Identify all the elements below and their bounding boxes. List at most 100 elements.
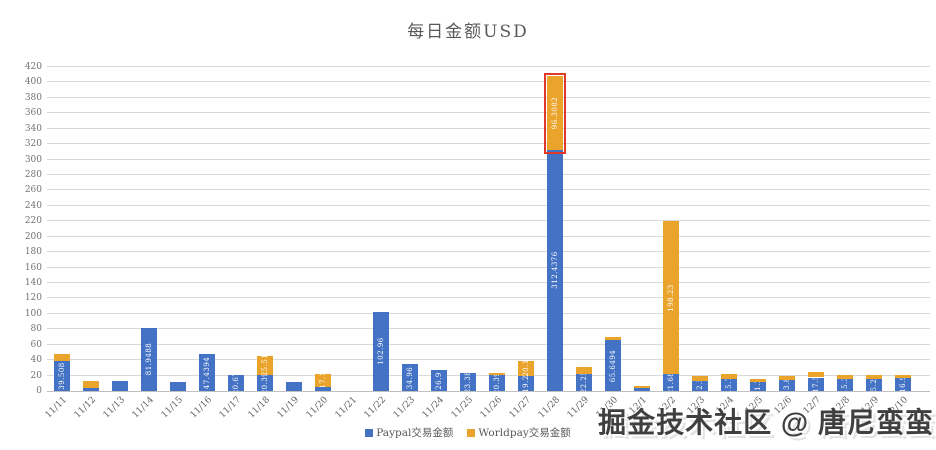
bar-value-label: 198.23 (666, 284, 675, 312)
legend-swatch (365, 428, 374, 437)
worldpay-bar-segment (894, 374, 911, 378)
paypal-bar-segment: 102.96 (372, 311, 389, 391)
worldpay-bar-segment (488, 372, 505, 376)
gridline (47, 312, 930, 314)
gridline (47, 328, 930, 330)
y-tick-label: 360 (24, 108, 42, 119)
bar-value-label: 15.7 (724, 378, 733, 391)
y-tick-label: 300 (24, 154, 42, 165)
paypal-bar-segment (111, 380, 128, 391)
paypal-bar-segment (633, 387, 650, 391)
bar-value-label: 20.67 (231, 375, 240, 391)
paypal-bar-segment: 11.2 (749, 382, 766, 391)
gridline (47, 158, 930, 160)
worldpay-bar-segment (865, 374, 882, 380)
paypal-bar-segment: 65.6494 (604, 340, 621, 391)
bar-value-label: 11.2 (754, 382, 762, 391)
bar-value-label: 20.39 (492, 375, 501, 391)
y-tick-label: 20 (30, 370, 42, 381)
chart-title: 每日金额USD (407, 22, 529, 42)
y-tick-label: 260 (24, 185, 42, 196)
gridline (47, 81, 930, 83)
paypal-bar-segment: 21.68 (662, 374, 679, 391)
bar-value-label: 16.9 (898, 377, 907, 391)
paypal-bar-segment (314, 386, 331, 391)
bar-value-label: 12.5 (695, 381, 704, 391)
bar-value-label: 21.68 (666, 374, 675, 391)
bar-value-label: 39.508 (57, 362, 66, 390)
bar-value-label: 81.9488 (144, 343, 153, 376)
paypal-bar-segment (82, 387, 99, 391)
bar-value-label: 20.1 (521, 360, 530, 377)
y-tick-label: 340 (24, 123, 42, 134)
paypal-bar-segment: 20.67 (227, 375, 244, 391)
bar-value-label: 22.25 (579, 373, 588, 391)
gridline (47, 266, 930, 268)
worldpay-bar-segment: 25.51 (256, 355, 273, 376)
gridline (47, 359, 930, 361)
plot-area: 39.508 81.9488 47.4394 20.67 20.39 25.51 17.1 1… (47, 66, 930, 392)
worldpay-bar-segment (720, 374, 737, 379)
worldpay-bar-segment (778, 376, 795, 381)
gridline (47, 204, 930, 206)
worldpay-bar-segment (749, 378, 766, 383)
paypal-bar-segment: 13.8 (778, 380, 795, 391)
paypal-bar-segment: 15.3 (836, 379, 853, 391)
bar-value-label: 20.39 (260, 375, 269, 391)
gridline (47, 66, 930, 67)
y-tick-label: 280 (24, 170, 42, 180)
y-tick-label: 140 (24, 278, 42, 288)
worldpay-bar-segment: 198.23 (662, 221, 679, 375)
y-tick-label: 320 (24, 139, 42, 150)
paypal-bar-segment: 26.9 (430, 370, 447, 391)
y-tick-label: 380 (24, 92, 42, 103)
legend-item: Paypal交易金额 (365, 425, 453, 440)
y-tick-label: 420 (24, 62, 42, 72)
gridline (47, 143, 930, 145)
gridline (47, 282, 930, 283)
gridline (47, 189, 930, 191)
paypal-bar-segment: 20.39 (488, 375, 505, 391)
paypal-bar-segment: 20.39 (256, 375, 273, 391)
bar-value-label: 102.96 (376, 337, 385, 366)
paypal-bar-segment (169, 382, 186, 391)
legend-label: Worldpay交易金额 (478, 427, 571, 439)
y-tick-label: 400 (24, 77, 42, 88)
bar-value-label: 19.2 (521, 376, 530, 391)
gridline (47, 112, 930, 114)
gridline (47, 220, 930, 222)
worldpay-bar-segment (807, 372, 824, 378)
bar-value-label: 312.4376 (550, 251, 559, 290)
bar-value-label: 65.6494 (608, 349, 617, 382)
paypal-bar-segment: 17.5 (807, 377, 824, 391)
y-tick-label: 160 (24, 262, 42, 273)
bar-value-label: 26.9 (434, 371, 443, 390)
worldpay-bar-segment (604, 337, 621, 341)
paypal-bar-segment: 39.508 (53, 360, 70, 391)
paypal-bar-segment: 22.25 (575, 373, 592, 391)
bar-value-label: 34.96 (405, 366, 414, 389)
bar-value-label: 15.27 (869, 379, 878, 391)
gridline (47, 96, 930, 98)
worldpay-bar-segment (82, 381, 99, 388)
gridline (47, 297, 930, 299)
y-tick-label: 220 (24, 216, 42, 227)
legend-item: Worldpay交易金额 (467, 425, 571, 440)
watermark-text: 掘金技术社区 @ 唐尼蛮蛮 (598, 407, 934, 438)
y-tick-label: 40 (30, 355, 42, 366)
worldpay-bar-segment (633, 385, 650, 388)
y-tick-label: 200 (24, 231, 42, 242)
y-tick-label: 0 (36, 386, 42, 396)
gridline (47, 251, 930, 253)
paypal-bar-segment: 16.9 (894, 377, 911, 391)
paypal-bar-segment: 15.27 (865, 379, 882, 391)
bar-value-label: 17.1 (318, 373, 327, 387)
paypal-bar-segment: 312.4376 (546, 149, 563, 391)
bar-value-label: 23.38 (463, 372, 472, 391)
bar-value-label: 47.4394 (202, 356, 211, 389)
legend: Paypal交易金额 Worldpay交易金额 (0, 425, 936, 440)
bar-value-label: 25.51 (260, 355, 269, 376)
paypal-bar-segment: 19.2 (517, 376, 534, 391)
paypal-bar-segment (285, 381, 302, 391)
worldpay-bar-segment: 20.1 (517, 360, 534, 377)
